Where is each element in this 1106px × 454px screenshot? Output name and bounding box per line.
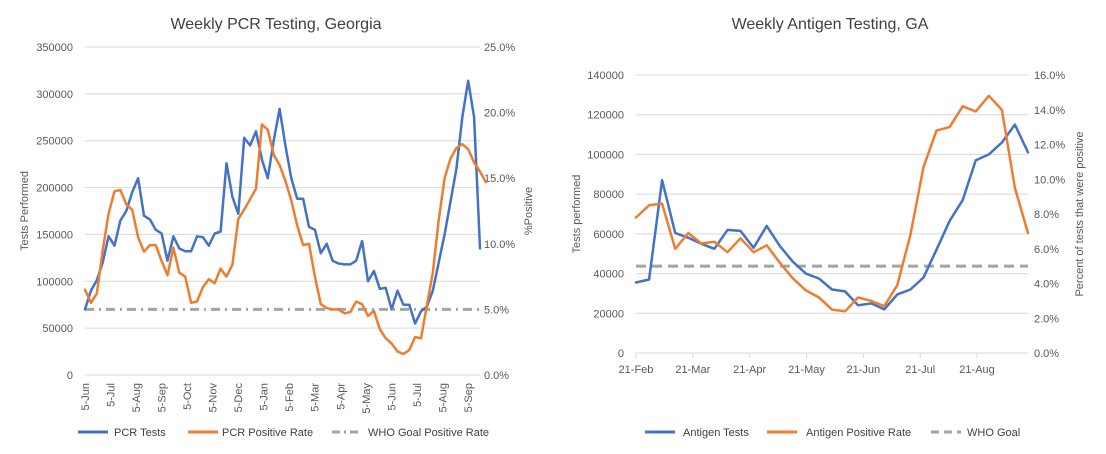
x-tick-label: 5-May: [361, 383, 373, 414]
positive-rate-series-line: [83, 123, 488, 356]
y2-tick-label: 4.0%: [1034, 279, 1059, 291]
y-axis-label: Tests performed: [571, 175, 583, 254]
x-tick-label: 5-Oct: [182, 383, 194, 410]
x-tick-label: 5-Apr: [335, 383, 347, 410]
x-tick-label: 5-Aug: [131, 383, 143, 412]
x-tick-label: 5-Sep: [157, 383, 169, 412]
tests-series-line: [634, 123, 1030, 311]
x-tick-label: 21-Feb: [619, 364, 654, 376]
y2-axis-label: %Positive: [523, 187, 535, 235]
x-tick-label: 21-Mar: [675, 364, 710, 376]
x-tick-label: 21-Jul: [905, 364, 935, 376]
x-tick-label: 5-Jul: [412, 383, 424, 407]
legend-label: Antigen Tests: [683, 427, 749, 439]
antigen-testing-chart: Weekly Antigen Testing, GA 0 20000 40000 600…: [571, 16, 1086, 439]
x-tick-label: 5-Aug: [437, 383, 449, 412]
x-tick-label: 5-Nov: [208, 383, 220, 413]
x-tick-label: 5-Jul: [106, 383, 118, 407]
y-tick-label: 250000: [36, 136, 73, 148]
legend-label: PCR Positive Rate: [222, 427, 313, 439]
y2-tick-label: 10.0%: [1034, 174, 1065, 186]
x-tick-label: 5-Jun: [386, 383, 398, 411]
y-axis-label: Tests Performed: [19, 171, 31, 251]
y2-tick-label: 8.0%: [1034, 209, 1059, 221]
y-tick-label: 80000: [593, 189, 624, 201]
legend-label: WHO Goal Positive Rate: [368, 427, 489, 439]
y-tick-label: 40000: [593, 269, 624, 281]
chart-title: Weekly PCR Testing, Georgia: [170, 16, 381, 33]
x-tick-label: 5-Feb: [284, 383, 296, 412]
y2-tick-label: 0.0%: [484, 370, 509, 382]
y2-tick-label: 25.0%: [484, 42, 515, 54]
x-tick-label: 5-Jun: [80, 383, 92, 411]
pcr-testing-chart: Weekly PCR Testing, Georgia 0 50000 100000 1…: [19, 16, 535, 439]
y-tick-label: 300000: [36, 89, 73, 101]
y2-tick-label: 12.0%: [1034, 140, 1065, 152]
tests-series-line: [83, 79, 482, 325]
y2-tick-label: 15.0%: [484, 173, 515, 185]
y2-tick-label: 5.0%: [484, 304, 509, 316]
y-tick-label: 150000: [36, 229, 73, 241]
y-tick-label: 50000: [42, 323, 73, 335]
y2-tick-label: 10.0%: [484, 239, 515, 251]
legend-label: WHO Goal: [967, 427, 1020, 439]
x-tick-label: 5-Mar: [310, 383, 322, 412]
y2-tick-label: 16.0%: [1034, 70, 1065, 82]
y-tick-label: 20000: [593, 308, 624, 320]
y2-tick-label: 0.0%: [1034, 348, 1059, 360]
y-tick-label: 350000: [36, 42, 73, 54]
x-tick-label: 21-Apr: [733, 364, 766, 376]
y-tick-label: 100000: [587, 149, 624, 161]
y-tick-label: 60000: [593, 229, 624, 241]
y-tick-label: 0: [67, 370, 73, 382]
x-tick-label: 5-Dec: [233, 383, 245, 413]
legend-label: Antigen Positive Rate: [806, 427, 911, 439]
y2-axis-label: Percent of tests that were positive: [1074, 131, 1086, 296]
legend-label: PCR Tests: [114, 427, 166, 439]
y2-tick-label: 6.0%: [1034, 244, 1059, 256]
x-tick-label: 5-Sep: [463, 383, 475, 412]
y-tick-label: 100000: [36, 276, 73, 288]
x-tick-label: 21-May: [788, 364, 825, 376]
x-tick-label: 5-Jan: [259, 383, 271, 411]
x-tick-label: 21-Aug: [959, 364, 994, 376]
y-tick-label: 120000: [587, 110, 624, 122]
y2-tick-label: 14.0%: [1034, 105, 1065, 117]
positive-rate-series-line: [634, 94, 1030, 313]
y-tick-label: 140000: [587, 70, 624, 82]
y-tick-label: 200000: [36, 183, 73, 195]
y2-tick-label: 2.0%: [1034, 313, 1059, 325]
chart-title: Weekly Antigen Testing, GA: [732, 16, 929, 33]
x-tick-label: 21-Jun: [847, 364, 881, 376]
y-tick-label: 0: [618, 348, 624, 360]
y2-tick-label: 20.0%: [484, 108, 515, 120]
